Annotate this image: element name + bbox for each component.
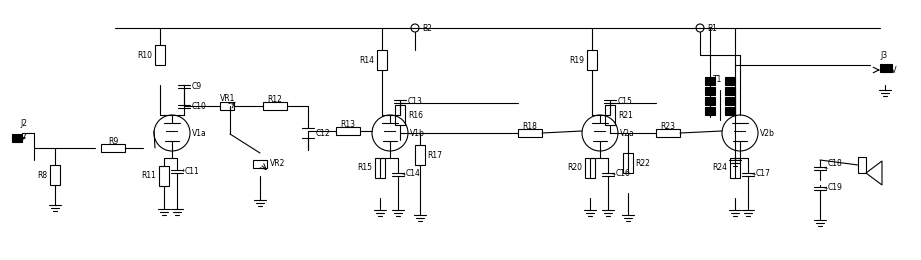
Text: /: / [22, 133, 26, 143]
Text: C10: C10 [192, 101, 207, 110]
Bar [725, 97, 735, 105]
Bar [336, 127, 360, 135]
Bar [705, 77, 715, 85]
Text: V2b: V2b [760, 128, 775, 138]
Text: +V: +V [885, 66, 897, 75]
Text: R13: R13 [341, 120, 356, 129]
Text: +: + [180, 168, 185, 173]
Text: V1b: V1b [410, 128, 425, 138]
Text: C9: C9 [192, 81, 202, 90]
Text: C13: C13 [408, 96, 423, 106]
Bar [263, 102, 287, 110]
Bar [587, 50, 597, 70]
Text: R22: R22 [635, 159, 650, 167]
Text: R21: R21 [618, 110, 633, 120]
Bar [858, 157, 866, 173]
Text: T1: T1 [713, 75, 723, 84]
Text: V1a: V1a [192, 128, 206, 138]
Text: R12: R12 [268, 95, 283, 104]
Text: C16: C16 [616, 170, 631, 179]
Bar [880, 64, 892, 72]
Bar [395, 105, 405, 125]
Text: R17: R17 [427, 151, 442, 159]
Bar [705, 87, 715, 95]
Text: C12: C12 [316, 128, 331, 138]
Text: +: + [401, 172, 406, 177]
Bar [705, 107, 715, 115]
Text: J2: J2 [20, 119, 27, 127]
Text: R9: R9 [108, 137, 118, 146]
Text: R10: R10 [137, 50, 152, 60]
Text: R15: R15 [357, 164, 372, 172]
Text: B2: B2 [422, 23, 432, 32]
Bar [585, 158, 595, 178]
Text: V2a: V2a [620, 128, 635, 138]
Bar [518, 129, 542, 137]
Text: VR1: VR1 [220, 94, 236, 103]
Bar [725, 77, 735, 85]
Bar [375, 158, 385, 178]
Text: R14: R14 [359, 55, 374, 64]
Text: R24: R24 [712, 164, 727, 172]
Bar [253, 160, 267, 168]
Bar [377, 50, 387, 70]
Bar [12, 134, 22, 142]
Text: C18: C18 [828, 159, 843, 168]
Bar [220, 102, 234, 110]
Text: R11: R11 [141, 172, 156, 180]
Text: R23: R23 [660, 122, 675, 131]
Text: C19: C19 [828, 183, 843, 192]
Text: +: + [823, 166, 828, 171]
Text: +: + [751, 172, 756, 177]
Text: R18: R18 [522, 122, 538, 131]
Bar [50, 165, 60, 185]
Text: C17: C17 [756, 170, 771, 179]
Text: R8: R8 [37, 171, 47, 179]
Bar [101, 144, 125, 152]
Bar [155, 45, 165, 65]
Bar [605, 105, 615, 125]
Text: C11: C11 [185, 166, 200, 176]
Text: VR2: VR2 [270, 159, 286, 167]
Bar [623, 153, 633, 173]
Bar [656, 129, 680, 137]
Bar [730, 158, 740, 178]
Bar [725, 87, 735, 95]
Text: J3: J3 [880, 50, 887, 60]
Text: C15: C15 [618, 96, 633, 106]
Bar [159, 166, 169, 186]
Text: +: + [823, 185, 828, 191]
Text: R20: R20 [567, 164, 582, 172]
Text: +: + [611, 172, 616, 177]
Text: C14: C14 [406, 170, 421, 179]
Text: R16: R16 [408, 110, 423, 120]
Bar [705, 97, 715, 105]
Bar [725, 107, 735, 115]
Text: B1: B1 [707, 23, 717, 32]
Text: R19: R19 [569, 55, 584, 64]
Bar [415, 145, 425, 165]
